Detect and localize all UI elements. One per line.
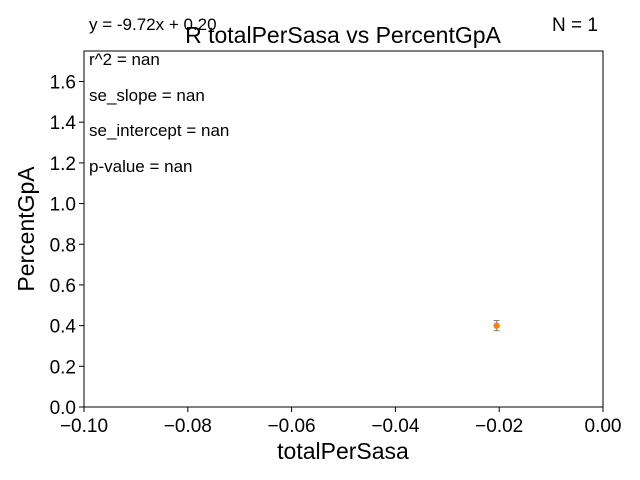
n-annotation: N = 1 [552, 15, 598, 36]
p-value-annotation: p-value = nan [89, 157, 193, 176]
x-axis-label: totalPerSasa [277, 438, 409, 464]
x-tick-label: −0.04 [371, 416, 420, 437]
y-axis-label: PercentGpA [13, 166, 39, 292]
y-tick-label: 0.2 [50, 357, 76, 378]
x-tick-label: −0.10 [60, 416, 108, 437]
y-tick-label: 0.6 [50, 276, 76, 297]
data-point [493, 322, 500, 329]
equation-annotation: y = -9.72x + 0.20 [89, 15, 217, 34]
plot-area [84, 51, 603, 407]
se-slope-annotation: se_slope = nan [89, 86, 205, 105]
se-intercept-annotation: se_intercept = nan [89, 121, 229, 140]
x-tick-label: −0.06 [268, 416, 316, 437]
y-tick-label: 1.4 [50, 113, 77, 134]
x-tick-label: 0.00 [585, 416, 622, 437]
x-tick-label: −0.08 [164, 416, 212, 437]
y-tick-label: 1.0 [50, 195, 76, 216]
y-tick-label: 0.8 [50, 235, 76, 256]
y-tick-label: 1.2 [50, 154, 76, 175]
y-tick-label: 1.6 [50, 73, 76, 94]
x-tick-label: −0.02 [475, 416, 523, 437]
r2-annotation: r^2 = nan [89, 50, 160, 69]
y-tick-label: 0.4 [50, 317, 77, 338]
plot-frame [83, 50, 604, 408]
chart-title: R totalPerSasa vs PercentGpA [185, 22, 501, 48]
y-tick-label: 0.0 [50, 398, 76, 419]
